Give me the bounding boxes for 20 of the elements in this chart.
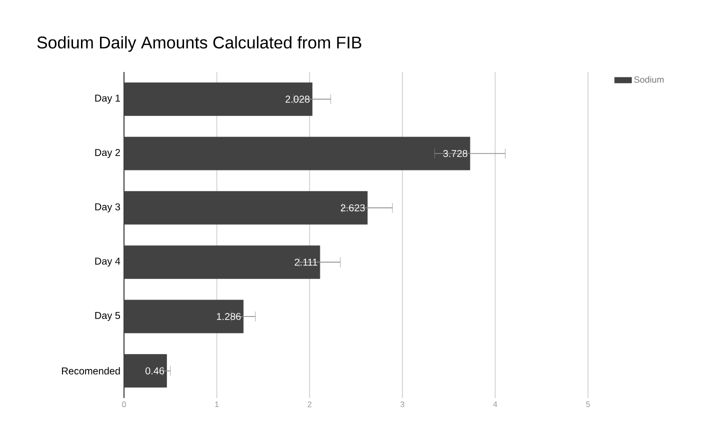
y-tick-label: Day 1 <box>95 94 120 104</box>
legend-label: Sodium <box>634 76 664 83</box>
bar <box>124 191 368 225</box>
data-label: 0.46 <box>145 367 164 374</box>
y-tick-label: Day 4 <box>95 258 120 267</box>
y-tick-label: Day 2 <box>95 148 120 158</box>
data-label: 1.286 <box>216 312 241 320</box>
bar <box>124 82 312 116</box>
y-tick-label: Day 3 <box>95 203 120 212</box>
data-label: 3.728 <box>443 150 468 158</box>
data-label: 2.028 <box>286 96 310 103</box>
bar <box>124 136 470 170</box>
y-tick-label: Recomended <box>62 367 120 374</box>
bar <box>124 300 244 334</box>
bar <box>124 354 167 388</box>
data-label: 2.623 <box>340 204 365 212</box>
chart-title: Sodium Daily Amounts Calculated from FIB <box>37 36 362 52</box>
bar <box>124 245 320 279</box>
y-tick-label: Day 5 <box>95 312 120 321</box>
data-label: 2.111 <box>294 258 318 266</box>
